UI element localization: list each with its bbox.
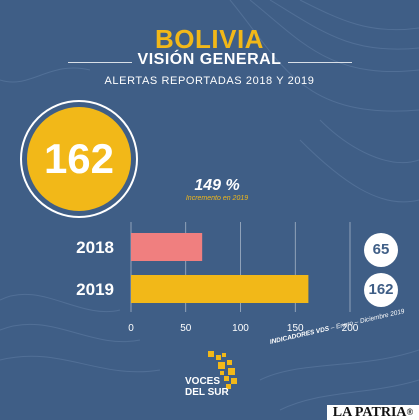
voces-del-sur-logo-icon <box>208 351 237 389</box>
la-patria-name: LA PATRIA <box>332 405 407 420</box>
voces-del-sur-logo-text: VOCES DEL SUR <box>185 376 235 398</box>
x-tick-label-50: 50 <box>180 323 192 334</box>
subtitle-right-rule <box>288 62 352 63</box>
page-subtitle: VISIÓN GENERAL <box>137 51 282 68</box>
x-tick-label-150: 150 <box>287 323 304 334</box>
total-value: 162 <box>43 135 115 182</box>
page-caption: ALERTAS REPORTADAS 2018 Y 2019 <box>104 75 315 87</box>
value-badge-2019: 162 <box>364 273 398 307</box>
value-badge-2018: 65 <box>364 233 398 267</box>
bar-2018 <box>131 233 203 261</box>
registered-mark: ® <box>406 407 414 417</box>
category-label-2019: 2019 <box>76 280 114 299</box>
increase-percent: 149 % <box>194 177 240 194</box>
logo-line-1: VOCES <box>185 376 221 387</box>
category-label-2018: 2018 <box>76 238 114 257</box>
increase-note: Incremento en 2019 <box>185 195 249 202</box>
page-title: BOLIVIA <box>155 24 264 54</box>
subtitle-left-rule <box>68 62 132 63</box>
x-tick-label-100: 100 <box>232 323 249 334</box>
total-ring <box>20 100 138 218</box>
total-disc <box>27 107 131 211</box>
la-patria-watermark: LA PATRIA® <box>327 405 419 420</box>
x-tick-label-0: 0 <box>128 323 134 334</box>
logo-line-2: DEL SUR <box>185 387 229 398</box>
x-tick-label-200: 200 <box>342 323 359 334</box>
bar-2019 <box>131 275 309 303</box>
